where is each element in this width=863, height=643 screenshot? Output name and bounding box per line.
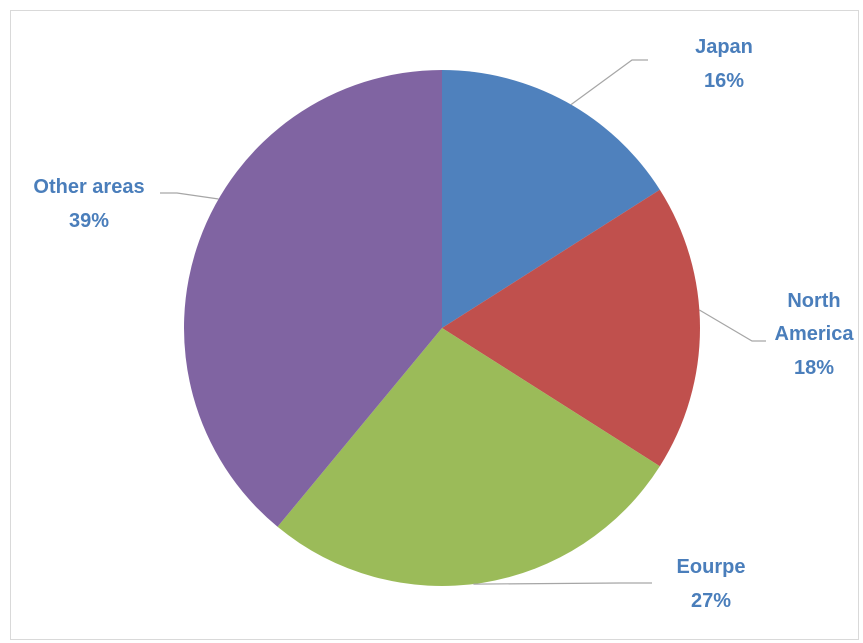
- pie-slice-europe: [277, 328, 660, 587]
- label-japan-name: Japan: [695, 36, 753, 58]
- leader-line-japan: [570, 59, 648, 106]
- leader-line-north-america: [699, 309, 766, 342]
- label-japan-value: 16%: [704, 70, 744, 92]
- pie-slice-japan: [442, 69, 660, 328]
- pie-slices: [183, 69, 701, 587]
- label-other-areas-value: 39%: [69, 210, 109, 232]
- label-north-america-value: 18%: [794, 357, 834, 379]
- label-north-america-name-1: North: [787, 290, 840, 312]
- label-europe-name: Eourpe: [677, 556, 746, 578]
- pie-slice-north-america: [442, 189, 701, 467]
- label-north-america-name-2: America: [775, 323, 855, 345]
- label-europe-value: 27%: [691, 590, 731, 612]
- pie-slice-other-areas: [183, 70, 442, 527]
- leader-lines: [160, 59, 766, 585]
- leader-line-europe: [473, 582, 652, 585]
- label-other-areas-name: Other areas: [33, 176, 144, 198]
- leader-line-other-areas: [160, 192, 219, 200]
